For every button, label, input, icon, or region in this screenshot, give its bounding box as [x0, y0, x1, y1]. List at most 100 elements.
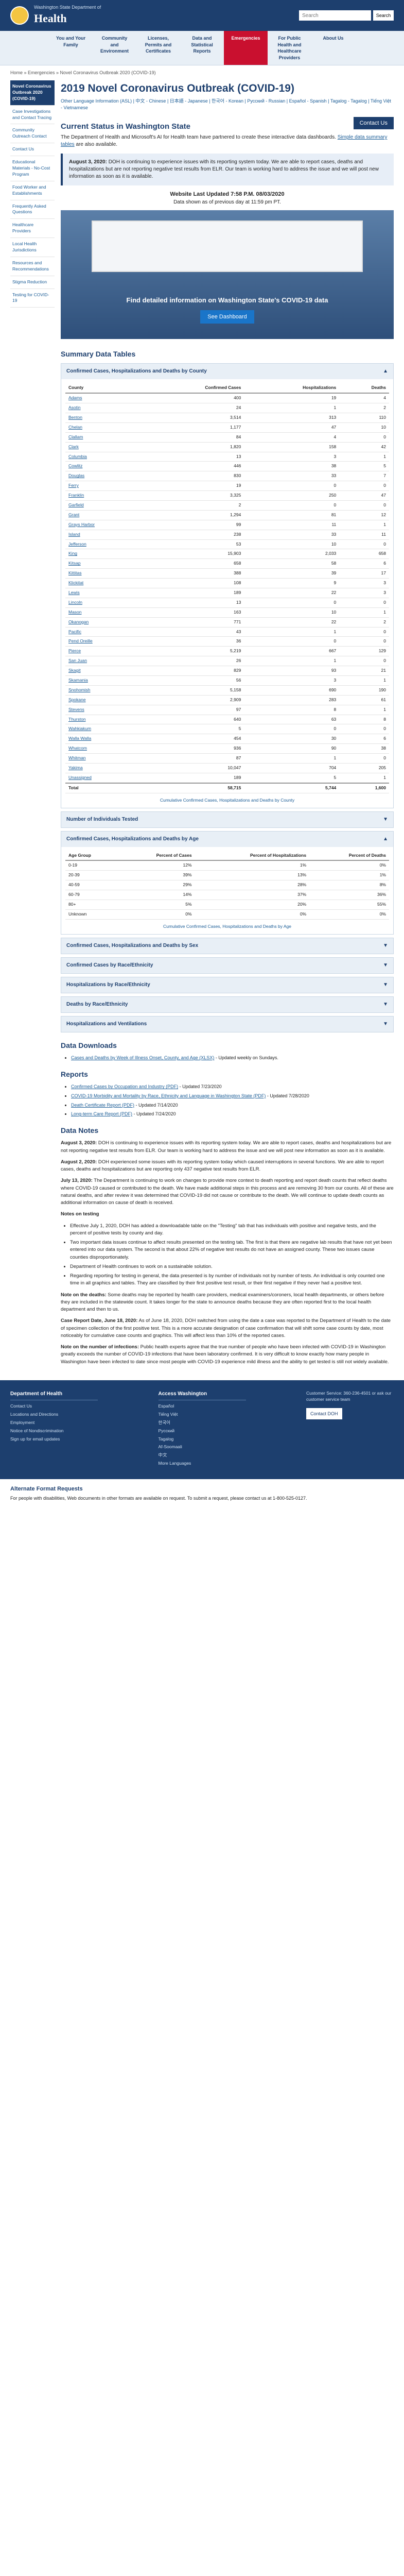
- contact-us-button[interactable]: Contact Us: [353, 117, 394, 130]
- downloads-link[interactable]: Cases and Deaths by Week of Illness Onse…: [71, 1055, 215, 1061]
- county-link[interactable]: San Juan: [65, 656, 143, 667]
- breadcrumb[interactable]: Home » Emergencies » Novel Coronavirus O…: [10, 70, 156, 76]
- sidebar-item-contact-tracing[interactable]: Case Investigations and Contact Tracing: [10, 106, 55, 125]
- logo[interactable]: Washington State Department of Health: [10, 4, 101, 26]
- nav-about-us[interactable]: About Us: [323, 36, 344, 41]
- footer-link[interactable]: Español: [158, 1403, 174, 1409]
- county-link[interactable]: Skagit: [65, 666, 143, 676]
- footer-link[interactable]: Contact Us: [10, 1403, 32, 1409]
- sidebar-item-outreach[interactable]: Community Outreach Contact: [10, 124, 55, 144]
- footer-link[interactable]: Af-Soomaali: [158, 1444, 182, 1450]
- county-link[interactable]: Lewis: [65, 588, 143, 598]
- contact-doh-button[interactable]: Contact DOH: [306, 1408, 342, 1420]
- sidebar-item-food-worker[interactable]: Food Worker and Establishments: [10, 181, 55, 200]
- footer-link[interactable]: Locations and Directions: [10, 1411, 59, 1417]
- county-link[interactable]: Whatcom: [65, 743, 143, 754]
- table-cell: 0: [339, 500, 389, 511]
- county-table: County Confirmed Cases Hospitalizations Dea…: [65, 383, 389, 793]
- search-input[interactable]: [299, 10, 371, 21]
- sidebar-item-educational[interactable]: Educational Materials - No-Cost Program: [10, 156, 55, 181]
- footer-link[interactable]: More Languages: [158, 1461, 191, 1466]
- county-link[interactable]: Yakima: [65, 763, 143, 773]
- sidebar-item-providers[interactable]: Healthcare Providers: [10, 219, 55, 239]
- county-link[interactable]: Clark: [65, 442, 143, 452]
- county-link[interactable]: Pacific: [65, 627, 143, 637]
- county-link[interactable]: Douglas: [65, 471, 143, 482]
- county-link[interactable]: Unassigned: [65, 773, 143, 784]
- county-link[interactable]: Stevens: [65, 705, 143, 715]
- search-button[interactable]: Search: [373, 10, 394, 21]
- see-dashboard-button[interactable]: See Dashboard: [200, 310, 254, 324]
- county-link[interactable]: Pend Oreille: [65, 636, 143, 647]
- sidebar-item-covid19[interactable]: Novel Coronavirus Outbreak 2020 (COVID-1…: [10, 80, 55, 106]
- county-link[interactable]: King: [65, 549, 143, 560]
- sidebar-item-lhj[interactable]: Local Health Jurisdictions: [10, 238, 55, 257]
- county-link[interactable]: Pierce: [65, 646, 143, 657]
- county-link[interactable]: Columbia: [65, 452, 143, 462]
- footer-link[interactable]: Русский: [158, 1428, 175, 1433]
- collapsed-accordion-header[interactable]: Confirmed Cases by Race/Ethnicity ▼: [61, 957, 393, 973]
- collapsed-accordion-header[interactable]: Confirmed Cases, Hospitalizations and De…: [61, 938, 393, 954]
- county-link[interactable]: Kitsap: [65, 558, 143, 569]
- nav-licenses[interactable]: Licenses, Permits and Certificates: [145, 36, 172, 54]
- reports-link[interactable]: Long-term Care Report (PDF): [71, 1111, 133, 1117]
- county-link[interactable]: Lincoln: [65, 598, 143, 608]
- county-link[interactable]: Jefferson: [65, 539, 143, 550]
- county-link[interactable]: Mason: [65, 607, 143, 618]
- county-link[interactable]: Garfield: [65, 500, 143, 511]
- county-link[interactable]: Walla Walla: [65, 734, 143, 744]
- county-link[interactable]: Kittitas: [65, 568, 143, 579]
- county-link[interactable]: Spokane: [65, 695, 143, 705]
- language-links[interactable]: Other Language Information (ASL) | 中文 - …: [61, 98, 391, 110]
- footer-link[interactable]: Employment: [10, 1419, 35, 1425]
- footer-link[interactable]: 한국어: [158, 1419, 170, 1425]
- sidebar-item-testing[interactable]: Testing for COVID-19: [10, 289, 55, 308]
- nav-you-and-your-family[interactable]: You and Your Family: [56, 36, 85, 47]
- testing-note-item: Effective July 1, 2020, DOH has added a …: [70, 1223, 394, 1238]
- footer-link[interactable]: Sign up for email updates: [10, 1436, 60, 1442]
- reports-link[interactable]: Confirmed Cases by Occupation and Indust…: [71, 1084, 179, 1090]
- footer-link[interactable]: Tagalog: [158, 1436, 174, 1442]
- county-link[interactable]: Wahkiakum: [65, 724, 143, 735]
- county-link[interactable]: Okanogan: [65, 617, 143, 628]
- sidebar-item-contact-us[interactable]: Contact Us: [10, 143, 55, 157]
- county-link[interactable]: Snohomish: [65, 685, 143, 696]
- county-link[interactable]: Klickitat: [65, 578, 143, 588]
- footer-link[interactable]: Notice of Nondiscrimination: [10, 1428, 64, 1433]
- county-link[interactable]: Asotin: [65, 403, 143, 413]
- county-link[interactable]: Thurston: [65, 715, 143, 725]
- page-title: 2019 Novel Coronavirus Outbreak (COVID-1…: [61, 82, 294, 94]
- county-link[interactable]: Ferry: [65, 481, 143, 492]
- county-link[interactable]: Grant: [65, 510, 143, 520]
- county-link[interactable]: Benton: [65, 413, 143, 423]
- county-link[interactable]: Whitman: [65, 753, 143, 764]
- simple-tables-link[interactable]: Simple data summary tables: [61, 134, 388, 148]
- county-accordion-header[interactable]: Confirmed Cases, Hospitalizations and De…: [61, 364, 393, 380]
- reports-link[interactable]: COVID-19 Morbidity and Mortality by Race…: [71, 1093, 266, 1099]
- age-accordion-header[interactable]: Confirmed Cases, Hospitalizations and De…: [61, 831, 393, 847]
- footer-link[interactable]: Tiếng Việt: [158, 1411, 178, 1417]
- reports-link[interactable]: Death Certificate Report (PDF): [71, 1102, 135, 1108]
- county-link[interactable]: Clallam: [65, 432, 143, 443]
- county-link[interactable]: Grays Harbor: [65, 520, 143, 530]
- nav-community-environment[interactable]: Community and Environment: [100, 36, 129, 54]
- chevron-down-icon: ▼: [383, 981, 388, 988]
- county-link[interactable]: Chelan: [65, 422, 143, 433]
- sidebar-item-resources[interactable]: Resources and Recommendations: [10, 257, 55, 276]
- collapsed-accordion-header[interactable]: Deaths by Race/Ethnicity ▼: [61, 996, 393, 1012]
- footer-link[interactable]: 中文: [158, 1452, 167, 1458]
- nav-providers[interactable]: For Public Health and Healthcare Provide…: [277, 36, 302, 60]
- nav-data-reports[interactable]: Data and Statistical Reports: [191, 36, 213, 54]
- tested-accordion-header[interactable]: Number of Individuals Tested ▼: [61, 811, 393, 827]
- collapsed-accordion-header[interactable]: Hospitalizations and Ventilations ▼: [61, 1016, 393, 1032]
- collapsed-accordion-header[interactable]: Hospitalizations by Race/Ethnicity ▼: [61, 977, 393, 993]
- sidebar-item-stigma[interactable]: Stigma Reduction: [10, 276, 55, 289]
- nav-emergencies[interactable]: Emergencies: [224, 31, 268, 65]
- sidebar-item-faq[interactable]: Frequently Asked Questions: [10, 200, 55, 219]
- county-link[interactable]: Franklin: [65, 490, 143, 501]
- table-cell: 13: [143, 452, 244, 462]
- county-link[interactable]: Skamania: [65, 675, 143, 686]
- county-link[interactable]: Adams: [65, 393, 143, 404]
- county-link[interactable]: Cowlitz: [65, 461, 143, 472]
- county-link[interactable]: Island: [65, 530, 143, 540]
